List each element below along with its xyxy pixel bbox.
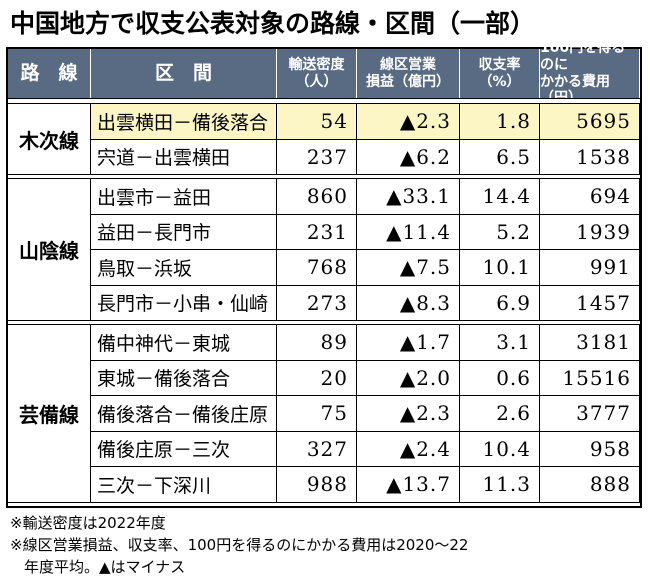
section-name: 備後庄原－三次 xyxy=(91,431,277,467)
cell-value: ▲2.3 xyxy=(357,104,460,140)
group-rule xyxy=(8,175,640,179)
cell-value: ▲1.7 xyxy=(357,325,460,361)
cell-value: 2.6 xyxy=(460,396,540,432)
section-name: 備中神代－東城 xyxy=(91,325,277,361)
header-cell: 輸送密度 （人） xyxy=(277,49,357,98)
header-text: 区 間 xyxy=(154,62,212,85)
section-name: 出雲市－益田 xyxy=(91,179,277,215)
cell-value: 958 xyxy=(540,431,640,467)
cell-value: 75 xyxy=(277,396,357,432)
note: 年度平均。▲はマイナス xyxy=(24,558,186,576)
header-cell: 100円を得るのに かかる費用（円） xyxy=(540,40,640,106)
note: ※線区営業損益、収支率、100円を得るのにかかる費用は2020～22 xyxy=(10,536,469,554)
cell-value: 5.2 xyxy=(460,214,540,250)
cell-value: 888 xyxy=(540,467,640,503)
header-text: 収支率 xyxy=(478,56,521,73)
header-text: 線区営業 xyxy=(380,56,436,73)
cell-value: 237 xyxy=(277,139,357,175)
cell-value: 11.3 xyxy=(460,467,540,503)
header-cell: 収支率 （%） xyxy=(460,49,540,98)
cell-value: ▲13.7 xyxy=(357,467,460,503)
header-text: 輸送密度 xyxy=(288,56,345,73)
cell-value: 54 xyxy=(277,104,357,140)
header-cell: 路 線 xyxy=(8,49,91,98)
cell-value: 1939 xyxy=(540,214,640,250)
cell-value: 10.4 xyxy=(460,431,540,467)
line-name: 木次線 xyxy=(8,104,91,175)
cell-value: 0.6 xyxy=(460,360,540,396)
cell-value: 768 xyxy=(277,250,357,286)
cell-value: ▲2.4 xyxy=(357,431,460,467)
header-text: 損益（億円） xyxy=(366,73,450,90)
section-name: 長門市－小串・仙崎 xyxy=(91,285,277,321)
header-rule xyxy=(8,98,640,104)
group-rule xyxy=(8,321,640,325)
section-name: 東城－備後落合 xyxy=(91,360,277,396)
cell-value: 89 xyxy=(277,325,357,361)
cell-value: 1.8 xyxy=(460,104,540,140)
cell-value: 14.4 xyxy=(460,179,540,215)
cell-value: 231 xyxy=(277,214,357,250)
header-cell: 線区営業 損益（億円） xyxy=(357,49,460,98)
header-cell: 区 間 xyxy=(91,49,277,98)
header-text: （人） xyxy=(295,73,338,90)
cell-value: 327 xyxy=(277,431,357,467)
section-name: 益田－長門市 xyxy=(91,214,277,250)
section-name: 宍道－出雲横田 xyxy=(91,139,277,175)
header-text: 100円を得るのに xyxy=(540,39,626,73)
cell-value: 10.1 xyxy=(460,250,540,286)
title: 中国地方で収支公表対象の路線・区間（一部） xyxy=(10,9,536,38)
cell-value: 20 xyxy=(277,360,357,396)
cell-value: 273 xyxy=(277,285,357,321)
cell-value: 694 xyxy=(540,179,640,215)
cell-value: ▲8.3 xyxy=(357,285,460,321)
cell-value: 3181 xyxy=(540,325,640,361)
cell-value: 988 xyxy=(277,467,357,503)
table xyxy=(6,47,642,508)
section-name: 備後落合－備後庄原 xyxy=(91,396,277,432)
cell-value: 15516 xyxy=(540,360,640,396)
section-name: 出雲横田－備後落合 xyxy=(91,104,277,140)
cell-value: 5695 xyxy=(540,104,640,140)
cell-value: 3777 xyxy=(540,396,640,432)
line-name: 芸備線 xyxy=(8,325,91,503)
cell-value: ▲11.4 xyxy=(357,214,460,250)
cell-value: ▲2.3 xyxy=(357,396,460,432)
header-text: （%） xyxy=(478,73,521,90)
section-name: 三次－下深川 xyxy=(91,467,277,503)
cell-value: 991 xyxy=(540,250,640,286)
section-name: 鳥取－浜坂 xyxy=(91,250,277,286)
note: ※輸送密度は2022年度 xyxy=(10,514,166,532)
cell-value: ▲2.0 xyxy=(357,360,460,396)
line-name: 山陰線 xyxy=(8,179,91,321)
cell-value: ▲6.2 xyxy=(357,139,460,175)
cell-value: 1538 xyxy=(540,139,640,175)
cell-value: 6.5 xyxy=(460,139,540,175)
cell-value: ▲7.5 xyxy=(357,250,460,286)
cell-value: 3.1 xyxy=(460,325,540,361)
cell-value: 6.9 xyxy=(460,285,540,321)
cell-value: 860 xyxy=(277,179,357,215)
cell-value: ▲33.1 xyxy=(357,179,460,215)
header-text: 路 線 xyxy=(20,62,78,85)
cell-value: 1457 xyxy=(540,285,640,321)
